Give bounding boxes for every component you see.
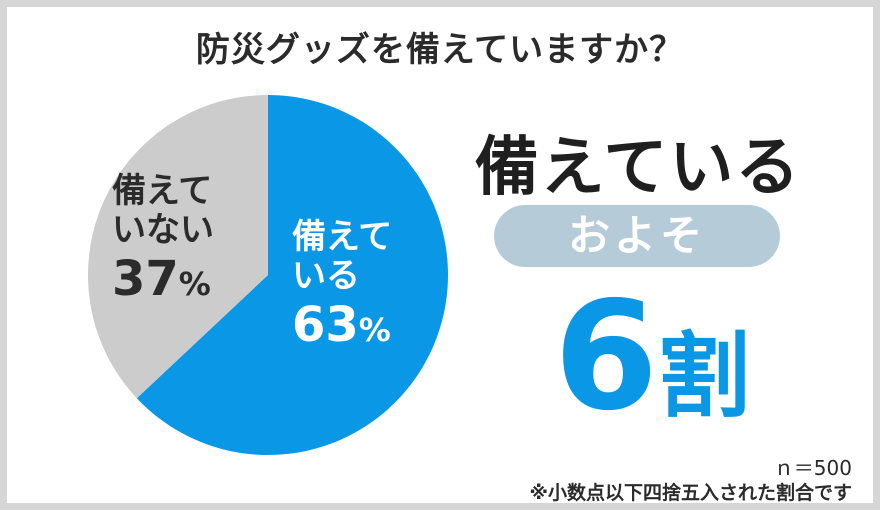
rounding-note: ※小数点以下四捨五入された割合です	[529, 482, 852, 504]
slice-percent-value: 63	[292, 297, 359, 354]
ratio-number: 6	[553, 270, 659, 444]
sample-size-note: ｎ＝500	[773, 456, 852, 480]
slice-percent-unit: %	[358, 311, 391, 350]
pie-slice-1	[88, 95, 269, 399]
chart-title: 防災グッズを備えていますか？	[195, 30, 685, 70]
slice-percent: 37%	[112, 252, 252, 307]
slice-percent: 63%	[292, 298, 432, 353]
slice-percent-value: 37	[112, 251, 179, 308]
summary-ratio: 6割	[522, 282, 782, 452]
ratio-unit: 割	[658, 323, 751, 430]
slice-category-line2: いる	[292, 256, 360, 297]
slice-category-line2: いない	[112, 210, 214, 251]
summary-qualifier-pill: およそ	[494, 205, 780, 267]
pie-slice-0	[136, 95, 448, 455]
slice-percent-unit: %	[178, 265, 211, 304]
slice-label-prepared: 備えて いる 63%	[292, 217, 432, 353]
summary-headline: 備えている	[474, 131, 802, 205]
slice-category-line1: 備えて	[292, 217, 393, 257]
slice-label-not-prepared: 備えて いない 37%	[112, 171, 252, 307]
slice-category-line1: 備えて	[112, 171, 213, 211]
